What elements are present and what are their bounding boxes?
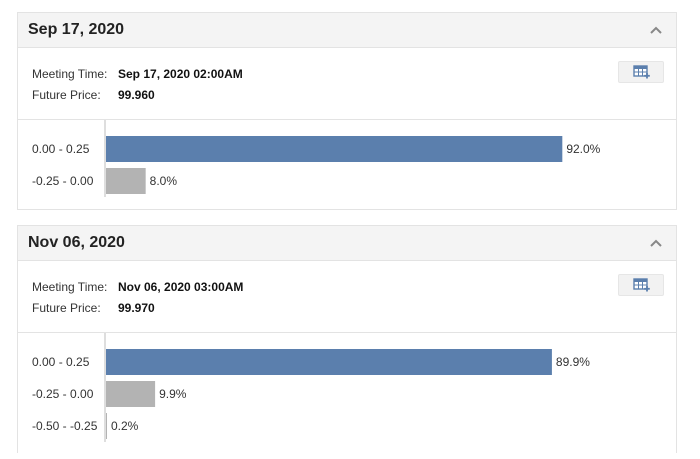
card-header[interactable]: Sep 17, 2020	[18, 13, 676, 48]
probability-bar[interactable]	[106, 136, 563, 162]
meeting-time-value: Sep 17, 2020 02:00AM	[118, 67, 243, 81]
meeting-time-value: Nov 06, 2020 03:00AM	[118, 280, 244, 294]
value-label: 0.2%	[111, 419, 139, 433]
future-price-value: 99.970	[118, 301, 155, 315]
probability-bar[interactable]	[106, 349, 552, 375]
value-label: 8.0%	[150, 174, 178, 188]
meeting-time-label: Meeting Time:	[32, 67, 108, 81]
add-to-calendar-button[interactable]	[618, 61, 664, 83]
chevron-up-icon[interactable]	[648, 235, 664, 251]
probability-bar[interactable]	[106, 168, 146, 194]
probability-bar[interactable]	[106, 413, 107, 439]
value-label: 92.0%	[566, 142, 600, 156]
meeting-info: Meeting Time: Nov 06, 2020 03:00AM Future…	[18, 261, 676, 333]
category-label: -0.25 - 0.00	[32, 387, 94, 401]
meeting-date-title: Sep 17, 2020	[28, 21, 125, 38]
future-price-label: Future Price:	[32, 301, 101, 315]
add-to-calendar-button[interactable]	[618, 274, 664, 296]
probability-chart: 0.00 - 0.25 92.0% -0.25 - 0.00 8.0%	[18, 120, 676, 215]
meeting-card: Sep 17, 2020 Meeting Time: Sep 17, 2020 0…	[17, 12, 677, 210]
probability-bar-chart: 0.00 - 0.25 89.9% -0.25 - 0.00 9.9% -0.50 - …	[32, 333, 590, 442]
category-label: -0.25 - 0.00	[32, 174, 94, 188]
future-price-row: Future Price: 99.970	[32, 301, 155, 315]
category-label: 0.00 - 0.25	[32, 142, 90, 156]
value-label: 9.9%	[159, 387, 187, 401]
meeting-time-label: Meeting Time:	[32, 280, 108, 294]
probability-bar[interactable]	[106, 381, 156, 407]
meeting-info: Meeting Time: Sep 17, 2020 02:00AM Future…	[18, 48, 676, 120]
chevron-up-icon[interactable]	[648, 22, 664, 38]
future-price-value: 99.960	[118, 88, 155, 102]
meeting-time-row: Meeting Time: Sep 17, 2020 02:00AM	[32, 67, 243, 81]
calendar-add-icon	[633, 278, 650, 292]
meeting-card: Nov 06, 2020 Meeting Time: Nov 06, 2020 0…	[17, 225, 677, 453]
category-label: 0.00 - 0.25	[32, 355, 90, 369]
calendar-add-icon	[633, 65, 650, 79]
future-price-label: Future Price:	[32, 88, 101, 102]
probability-bar-chart: 0.00 - 0.25 92.0% -0.25 - 0.00 8.0%	[32, 120, 601, 197]
value-label: 89.9%	[556, 355, 590, 369]
probability-chart: 0.00 - 0.25 89.9% -0.25 - 0.00 9.9% -0.50 - …	[18, 333, 676, 459]
category-label: -0.50 - -0.25	[32, 419, 98, 433]
future-price-row: Future Price: 99.960	[32, 88, 155, 102]
meeting-time-row: Meeting Time: Nov 06, 2020 03:00AM	[32, 280, 243, 294]
card-header[interactable]: Nov 06, 2020	[18, 226, 676, 261]
meeting-date-title: Nov 06, 2020	[28, 234, 125, 251]
